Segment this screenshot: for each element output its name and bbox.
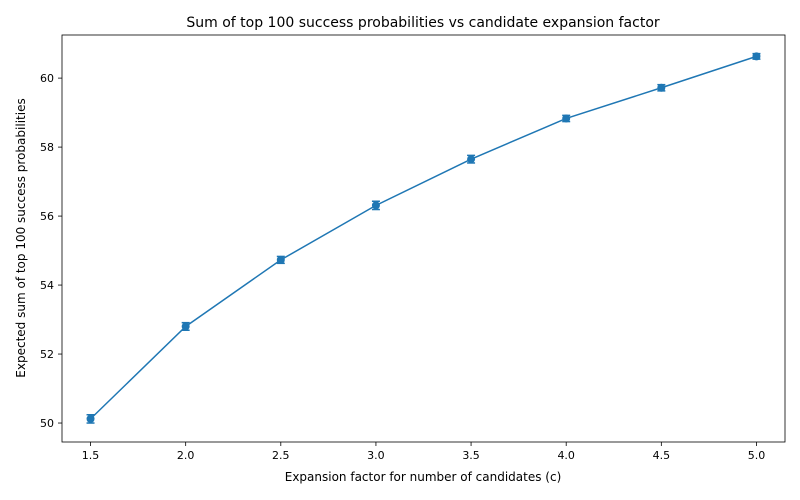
x-tick-label: 4.0 [557,449,575,462]
data-point [562,114,571,123]
y-axis-label: Expected sum of top 100 success probabil… [14,98,28,377]
chart-title: Sum of top 100 success probabilities vs … [186,15,660,31]
data-point [467,155,476,164]
axes-frame [61,34,786,443]
plot-area [86,52,761,424]
x-axis-label: Expansion factor for number of candidate… [285,470,562,484]
x-tick-label: 1.5 [82,449,100,462]
x-tick-label: 2.5 [272,449,290,462]
y-tick-label: 56 [40,210,54,223]
x-tick-label: 3.0 [367,449,385,462]
data-point [276,255,285,264]
y-tick-label: 54 [40,279,54,292]
series-line [90,55,757,420]
y-tick-label: 60 [40,72,54,85]
x-axis: 1.5 2.0 2.5 3.0 3.5 4.0 4.5 5.0 [82,442,765,462]
data-point [86,414,95,423]
x-tick-label: 2.0 [177,449,195,462]
x-tick-label: 5.0 [748,449,766,462]
y-tick-label: 50 [40,417,54,430]
data-point [657,83,666,92]
x-tick-label: 3.5 [462,449,480,462]
data-point [371,201,380,210]
y-axis: 50 52 54 56 58 60 [40,72,62,430]
x-tick-label: 4.5 [653,449,671,462]
y-tick-label: 58 [40,141,54,154]
data-point [181,322,190,331]
data-point [752,52,761,61]
y-tick-label: 52 [40,348,54,361]
